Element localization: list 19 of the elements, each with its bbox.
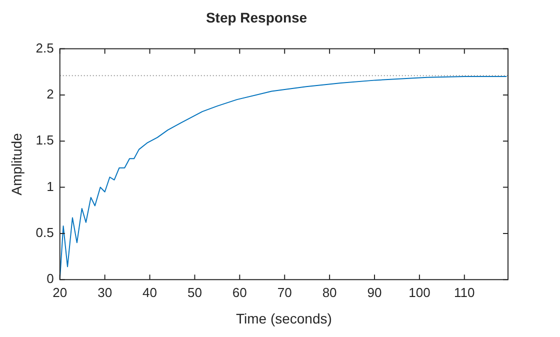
x-tick-label: 80 — [322, 284, 337, 300]
y-tick-label: 0.5 — [36, 225, 54, 240]
y-tick-label: 2 — [46, 86, 54, 102]
y-tick-label: 1 — [46, 178, 54, 194]
y-tick-label: 2.5 — [36, 40, 54, 56]
y-tick-label: 1.5 — [36, 132, 54, 148]
x-tick-label: 70 — [277, 284, 292, 300]
y-axis-title: Amplitude — [8, 132, 24, 196]
x-tick-label: 110 — [454, 284, 475, 300]
x-tick-label: 40 — [142, 284, 157, 300]
x-tick-label: 60 — [232, 284, 247, 300]
x-tick-label: 30 — [98, 284, 112, 300]
x-tick-label: 20 — [52, 284, 68, 300]
x-axis-title: Time (seconds) — [236, 310, 332, 326]
y-tick-label: 0 — [46, 271, 54, 286]
x-tick-label: 50 — [187, 284, 202, 300]
x-tick-label: 90 — [367, 284, 382, 300]
x-tick-label: 100 — [408, 284, 430, 300]
chart-title: Step Response — [206, 9, 308, 26]
